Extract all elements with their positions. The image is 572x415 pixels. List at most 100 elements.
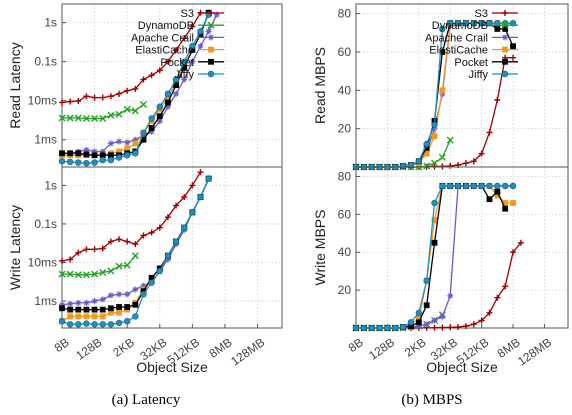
data-point [107, 305, 114, 312]
data-point [59, 150, 65, 157]
data-point [189, 209, 196, 216]
data-point [415, 319, 422, 326]
data-point [486, 129, 493, 136]
data-point [107, 93, 114, 100]
data-point [75, 321, 82, 328]
data-point [502, 205, 509, 212]
data-point [494, 96, 501, 103]
data-point [116, 304, 122, 310]
data-point [123, 105, 131, 113]
data-point [173, 202, 180, 209]
x-tick-label: 2KB [110, 335, 137, 359]
data-point [123, 318, 131, 325]
y-tick-label: 10ms [28, 94, 57, 108]
data-point [140, 76, 147, 83]
data-point [478, 150, 485, 157]
data-point [115, 319, 123, 327]
data-point [115, 154, 123, 161]
series-line-dynamodb [62, 103, 144, 120]
data-point [83, 306, 90, 313]
data-point [140, 129, 147, 137]
data-point [99, 245, 106, 252]
legend-item-jiffy: Jiffy [469, 69, 518, 81]
legend-item-apache-crail: Apache Crail [425, 32, 518, 44]
data-point [423, 162, 431, 170]
data-point [99, 296, 106, 303]
data-point [517, 239, 524, 246]
data-point [189, 182, 196, 189]
x-axis-title: Object Size [136, 359, 208, 375]
legend-label: DynamoDB [432, 20, 488, 32]
y-tick-label: 40 [338, 83, 352, 97]
data-point [156, 267, 163, 275]
data-point [132, 140, 139, 147]
data-point [91, 321, 98, 328]
data-point [107, 267, 115, 275]
series-line-jiffy [356, 185, 514, 329]
x-axis-title: Object Size [426, 359, 498, 375]
data-point [399, 323, 407, 331]
data-point [132, 286, 139, 293]
data-point [478, 19, 485, 27]
legend-marker [207, 70, 215, 78]
data-point [423, 302, 430, 309]
data-point [91, 159, 98, 166]
data-point [74, 271, 82, 279]
legend-label: ElastiCache [135, 45, 194, 57]
series-jiffy [58, 11, 212, 167]
data-point [67, 98, 74, 105]
data-point [83, 299, 90, 306]
data-point [67, 306, 74, 313]
data-point [181, 194, 188, 200]
legend-label: Jiffy [469, 69, 489, 81]
legend-marker [502, 10, 508, 16]
data-point [99, 321, 106, 328]
legend-marker [208, 46, 214, 53]
data-point [352, 324, 360, 332]
legend-label: Apache Crail [131, 32, 194, 44]
data-point [486, 19, 493, 27]
legend-item-dynamodb: DynamoDB [138, 20, 224, 32]
data-point [439, 324, 446, 331]
data-point [148, 115, 155, 122]
data-point [439, 163, 446, 170]
data-point [116, 309, 122, 316]
data-point [91, 152, 98, 159]
data-point [99, 313, 106, 320]
data-point [148, 72, 155, 79]
data-point [197, 43, 204, 50]
x-tick-label: 8B [52, 335, 72, 355]
data-point [91, 246, 98, 253]
data-point [486, 309, 493, 316]
data-point [107, 156, 115, 164]
data-point [148, 125, 155, 131]
x-tick-label: 8B [346, 335, 366, 355]
data-point [75, 313, 82, 320]
data-point [156, 113, 163, 120]
data-point [124, 238, 131, 245]
data-point [99, 156, 106, 164]
data-point [439, 25, 446, 33]
data-point [75, 98, 82, 105]
data-point [423, 321, 430, 328]
data-point [462, 182, 470, 190]
data-point [91, 306, 98, 313]
data-point [58, 270, 66, 278]
y-tick-label: 80 [338, 7, 352, 21]
data-point [58, 318, 66, 325]
x-tick-label: 128B [366, 335, 397, 363]
y-tick-label: 1s [44, 16, 57, 30]
data-point [197, 193, 204, 201]
legend-marker [208, 10, 214, 16]
legend-label: S3 [475, 8, 488, 20]
data-point [75, 249, 82, 256]
data-point [510, 54, 517, 61]
data-point [446, 136, 454, 144]
legend-item-dynamodb: DynamoDB [432, 20, 518, 32]
x-tick-label: 128MB [515, 335, 554, 368]
